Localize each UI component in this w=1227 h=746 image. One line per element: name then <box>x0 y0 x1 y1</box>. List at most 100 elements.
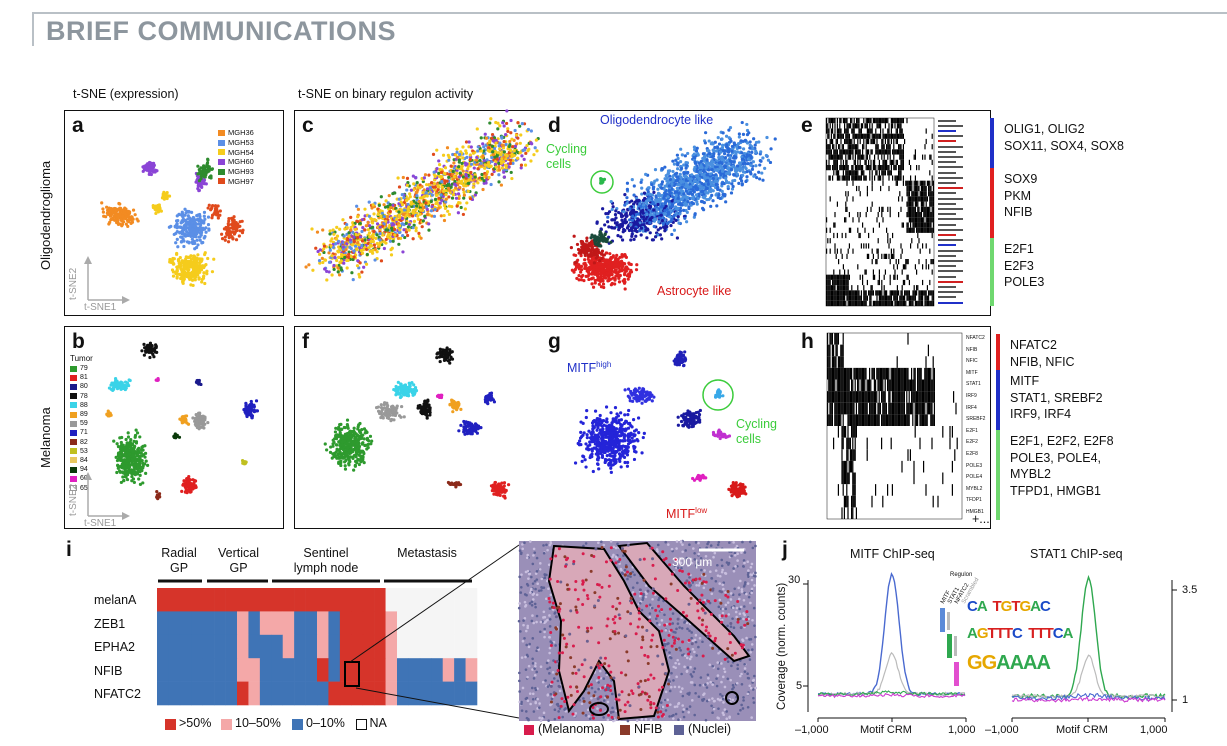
legend-label: 59 <box>80 420 88 428</box>
heatmap-e-row-tick <box>938 301 963 304</box>
heatmap-h-row-label: STAT1 <box>966 381 981 388</box>
chip-xtick-mid-1: Motif CRM <box>860 724 912 736</box>
regulon-group-label: MITF <box>1010 374 1040 388</box>
motif-letter: A <box>996 652 1010 674</box>
motif-letter: A <box>1023 652 1037 674</box>
motif-logo: CA TGTGAC <box>967 598 1051 615</box>
legend-item: 81 <box>70 373 88 382</box>
mitf-low-label: MITFlow <box>666 506 708 522</box>
panel-label-d: d <box>548 114 561 137</box>
legend-label: 84 <box>80 456 88 464</box>
cycling-label-g-1: Cycling <box>736 417 777 431</box>
tsne1-label-b: t-SNE1 <box>84 518 117 529</box>
legend-label: MGH97 <box>228 176 254 186</box>
legend-label: 65 <box>80 484 88 492</box>
heatmap-h-row-label: MYBL2 <box>966 485 983 492</box>
motif-letter: G <box>981 652 998 674</box>
ihc-column-header-line: GP <box>229 561 248 575</box>
chip-xtick-right-1: 1,000 <box>948 724 976 736</box>
astrocyte-like-label: Astrocyte like <box>657 284 732 298</box>
panel-a-box <box>64 110 284 316</box>
heatmap-h-row-label: MITF <box>966 369 978 376</box>
heatmap-h-row-label: IRF4 <box>966 404 977 411</box>
ihc-legend-label: 10–50% <box>235 716 281 730</box>
heatmap-e-row-tick <box>938 213 956 216</box>
legend-item: 79 <box>70 364 88 373</box>
heatmap-e-row-tick <box>938 171 956 174</box>
heatmap-e-row-tick <box>938 244 956 247</box>
heatmap-e-row-tick <box>938 249 963 252</box>
ihc-column-header-line: Vertical <box>218 546 259 560</box>
ihc-legend-swatch <box>221 719 232 730</box>
heatmap-h-row-label: E2F8 <box>966 451 978 457</box>
legend-item: 88 <box>70 401 88 410</box>
chip-right-tick-bottom: 1 <box>1182 694 1189 706</box>
motif-letter: C <box>967 598 978 615</box>
legend-swatch <box>70 402 77 409</box>
heatmap-e-row-tick <box>938 192 956 195</box>
regulon-group-label: POLE3 <box>1004 275 1045 289</box>
legend-label: 89 <box>80 411 88 419</box>
legend-panel-a: MGH36 MGH53 MGH54 MGH60 MGH93 MGH97 <box>218 128 254 186</box>
micrograph-legend-swatch <box>524 725 534 735</box>
legend-swatch <box>218 168 225 175</box>
chip-xtick-mid-2: Motif CRM <box>1056 724 1108 736</box>
regulon-group-label: SOX9 <box>1004 172 1038 186</box>
legend-label: MGH93 <box>228 167 254 177</box>
heatmap-e-row-tick <box>938 161 956 164</box>
heatmap-e-row-tick <box>938 228 963 231</box>
legend-swatch <box>218 158 225 165</box>
regulon-group-bar <box>990 238 994 306</box>
legend-swatch <box>70 485 77 492</box>
mitf-high-label: MITFhigh <box>567 360 612 376</box>
legend-panel-b: 79 81 80 78 88 89 59 71 82 53 84 94 60 65 <box>70 364 88 493</box>
regulon-group-label: E2F1 <box>1004 242 1034 256</box>
legend-swatch <box>70 374 77 381</box>
heatmap-e-row-tick <box>938 155 963 158</box>
heatmap-e-row-tick <box>938 218 963 221</box>
motif-letter: T <box>995 625 1005 642</box>
heatmap-h-row-label: IRF9 <box>966 393 977 399</box>
heatmap-e-row-tick <box>938 291 963 294</box>
heatmap-e-row-tick <box>938 150 956 153</box>
cycling-label-d-2: cells <box>546 157 572 171</box>
ihc-column-header: Radial GP <box>156 546 202 576</box>
ihc-micrograph <box>517 539 757 723</box>
panel-label-h: h <box>801 330 814 353</box>
micrograph-legend-swatch <box>620 725 630 735</box>
panel-label-a: a <box>72 114 84 137</box>
panel-label-f: f <box>302 330 309 353</box>
legend-swatch <box>70 393 77 400</box>
heatmap-h-row-label: NFATC2 <box>966 335 985 341</box>
section-expression-title: t-SNE (expression) <box>73 87 179 101</box>
regulon-group-bar <box>990 168 994 238</box>
motif-letter: A <box>1062 625 1074 642</box>
heatmap-e-row-tick <box>938 135 963 138</box>
ihc-heatmap <box>157 588 478 706</box>
heatmap-e-row-tick <box>938 265 956 268</box>
motif-letter: C <box>1012 625 1023 642</box>
legend-label: MGH53 <box>228 138 254 148</box>
heatmap-e-row-tick <box>938 187 963 190</box>
heatmap-e-row-tick <box>938 202 956 205</box>
ihc-column-header-line: Radial <box>161 546 197 560</box>
micrograph-legend-label: (Melanoma) <box>538 722 605 736</box>
legend-item: 71 <box>70 428 88 437</box>
regulon-group-bar <box>996 370 1000 430</box>
regulon-group-label: IRF9, IRF4 <box>1010 407 1072 421</box>
motif-logo: AGTTTC TTTCA <box>967 625 1074 642</box>
ihc-column-headers: Radial GP Vertical GP Sentinel lymph node Meta… <box>150 546 480 586</box>
chip-title-stat1: STAT1 ChIP-seq <box>1030 547 1123 561</box>
heatmap-h-row-label: HMGB1 <box>966 509 984 515</box>
heatmap-h-row-label: TFDP1 <box>966 497 982 504</box>
ihc-row-label: NFATC2 <box>94 687 141 701</box>
chip-xtick-left-2: –1,000 <box>985 724 1019 736</box>
regulon-heatmap-e <box>825 117 935 307</box>
ihc-column-header-line: Metastasis <box>397 546 457 560</box>
heatmap-e-row-tick <box>938 259 963 262</box>
legend-label: MGH36 <box>228 128 254 138</box>
scatter-points <box>100 109 777 501</box>
heatmap-e-row-tick <box>938 254 956 257</box>
heatmap-e-row-tick <box>938 145 963 148</box>
